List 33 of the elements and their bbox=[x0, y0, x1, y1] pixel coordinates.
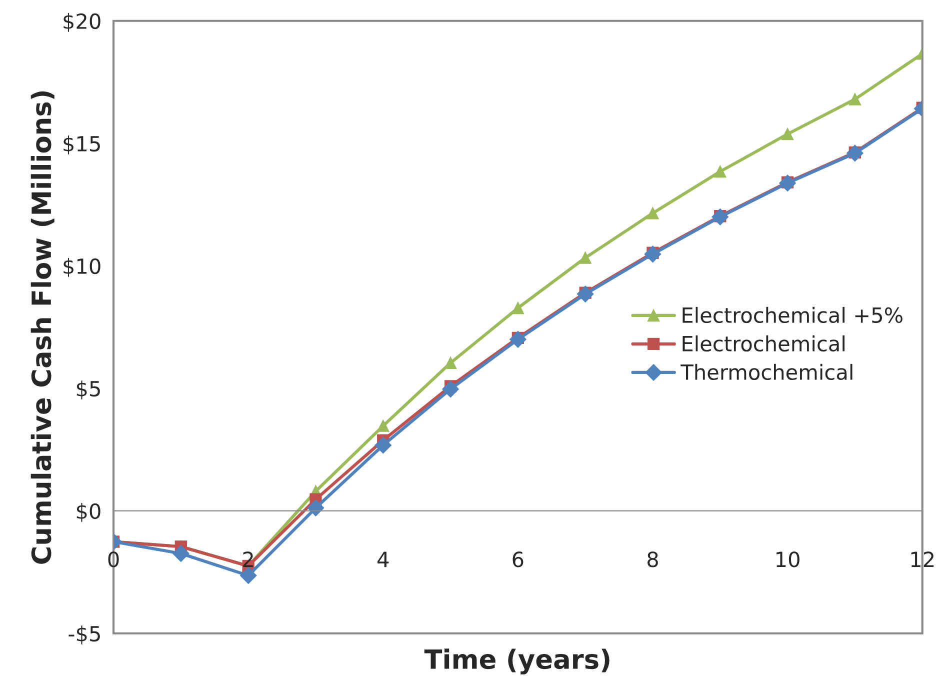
point bbox=[781, 128, 794, 140]
point bbox=[512, 302, 524, 314]
x-tick-label: 4 bbox=[378, 552, 389, 567]
y-tick-label: $20 bbox=[64, 12, 100, 32]
legend-label: Electrochemical bbox=[682, 335, 845, 352]
y-tick-label: -$5 bbox=[68, 625, 100, 644]
x-tick-label: 6 bbox=[512, 552, 524, 568]
point bbox=[576, 286, 594, 302]
point bbox=[779, 174, 796, 192]
point bbox=[644, 246, 662, 262]
point bbox=[377, 420, 390, 432]
point bbox=[712, 208, 729, 226]
x-tick-label: 8 bbox=[648, 552, 658, 568]
y-tick-label: $5 bbox=[76, 380, 100, 400]
legend-label: Electrochemical +5% bbox=[682, 306, 902, 324]
point bbox=[846, 144, 864, 162]
y-tick-label: $0 bbox=[76, 502, 100, 522]
point bbox=[240, 567, 257, 584]
point bbox=[714, 165, 726, 178]
legend-label: Thermochemical bbox=[680, 364, 852, 380]
point bbox=[510, 330, 526, 348]
x-axis-title: Time (years) bbox=[424, 648, 610, 674]
point bbox=[172, 545, 190, 562]
point bbox=[848, 93, 862, 106]
x-tick-label: 10 bbox=[776, 552, 800, 568]
point bbox=[307, 500, 324, 516]
y-tick-label: $10 bbox=[64, 258, 100, 277]
point bbox=[442, 380, 459, 398]
point bbox=[646, 207, 659, 220]
y-tick-label: $15 bbox=[64, 135, 100, 154]
point bbox=[374, 436, 392, 454]
point bbox=[579, 252, 592, 264]
y-axis-title: Cumulative Cash Flow (Millions) bbox=[30, 91, 54, 564]
